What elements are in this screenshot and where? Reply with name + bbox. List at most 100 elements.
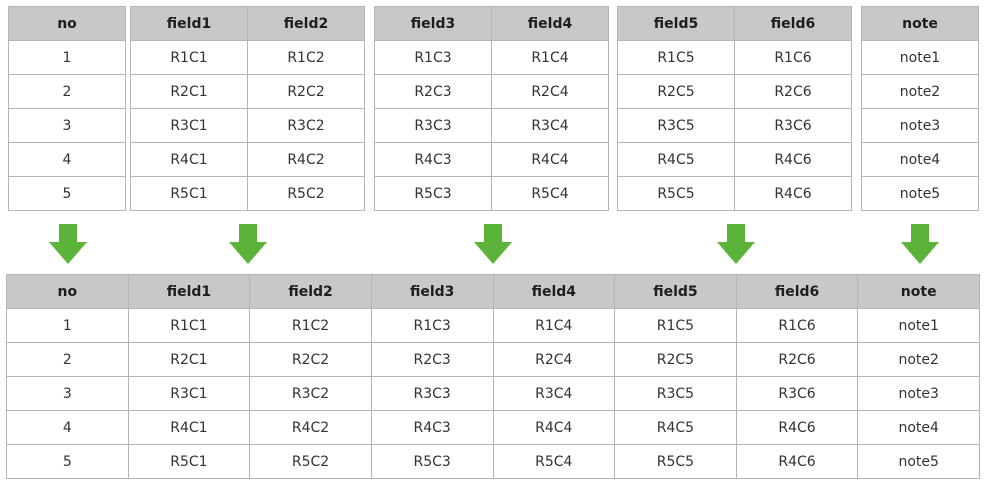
table-cell: R2C3 — [374, 74, 492, 109]
table-row: R4C3 R4C4 — [374, 142, 609, 177]
table-cell: R3C1 — [127, 376, 251, 411]
table-cell: 4 — [8, 142, 126, 177]
table-row: note1 — [861, 40, 979, 75]
column-header: field1 — [130, 6, 248, 41]
table-cell: R4C6 — [735, 410, 859, 445]
table-row: 5 R5C1 R5C2 R5C3 R5C4 R5C5 R4C6 note5 — [6, 444, 980, 479]
table-cell: 4 — [6, 410, 129, 445]
column-header: field4 — [491, 6, 609, 41]
table-cell: R4C1 — [127, 410, 251, 445]
down-arrow-icon — [901, 224, 939, 264]
table-cell: R1C1 — [127, 308, 251, 343]
table-cell: R5C5 — [614, 444, 737, 479]
table-cell: R4C3 — [370, 410, 494, 445]
table-row: R5C1 R5C2 — [130, 176, 365, 211]
table-cell: R3C4 — [492, 376, 616, 411]
table-row: R1C5 R1C6 — [617, 40, 852, 75]
table-cell: note5 — [861, 176, 979, 211]
table-cell: note4 — [861, 142, 979, 177]
table-cell: R5C2 — [249, 444, 372, 479]
table-cell: R1C2 — [247, 40, 365, 75]
source-table-note: note note1 note2 note3 note4 note5 — [861, 6, 979, 211]
table-cell: R5C1 — [130, 176, 248, 211]
column-header: field6 — [734, 6, 852, 41]
table-row: 2 — [8, 74, 126, 109]
table-cell: R1C3 — [370, 308, 494, 343]
table-cell: R2C6 — [735, 342, 859, 377]
table-cell: R1C5 — [614, 308, 737, 343]
table-cell: R1C2 — [249, 308, 372, 343]
table-cell: R4C4 — [491, 142, 609, 177]
table-cell: R1C5 — [617, 40, 735, 75]
table-row: R5C3 R5C4 — [374, 176, 609, 211]
table-cell: R2C4 — [492, 342, 616, 377]
table-cell: 1 — [8, 40, 126, 75]
column-header: no — [8, 6, 126, 41]
table-cell: 5 — [6, 444, 129, 479]
table-row: R1C3 R1C4 — [374, 40, 609, 75]
table-row: 4 R4C1 R4C2 R4C3 R4C4 R4C5 R4C6 note4 — [6, 410, 980, 445]
source-table-field3-field4: field3 field4 R1C3 R1C4 R2C3 R2C4 R3C3 R3C4… — [374, 6, 609, 211]
table-row: R3C3 R3C4 — [374, 108, 609, 143]
table-cell: R1C3 — [374, 40, 492, 75]
table-cell: R5C4 — [492, 444, 616, 479]
column-header: no — [6, 274, 129, 309]
column-header: note — [857, 274, 980, 309]
table-row: R3C5 R3C6 — [617, 108, 852, 143]
table-cell: R3C3 — [374, 108, 492, 143]
down-arrow-icon — [717, 224, 755, 264]
table-cell: R2C2 — [247, 74, 365, 109]
table-cell: note5 — [857, 444, 980, 479]
column-header: note — [861, 6, 979, 41]
column-header: field5 — [617, 6, 735, 41]
table-row: R5C5 R4C6 — [617, 176, 852, 211]
table-cell: 2 — [6, 342, 129, 377]
table-cell: R5C3 — [374, 176, 492, 211]
table-cell: R4C2 — [249, 410, 372, 445]
table-cell: R3C2 — [247, 108, 365, 143]
table-cell: note2 — [857, 342, 980, 377]
table-cell: note2 — [861, 74, 979, 109]
table-cell: R4C1 — [130, 142, 248, 177]
table-row: R2C3 R2C4 — [374, 74, 609, 109]
table-cell: R2C5 — [614, 342, 737, 377]
table-cell: R5C5 — [617, 176, 735, 211]
table-cell: R5C4 — [491, 176, 609, 211]
table-cell: R2C1 — [127, 342, 251, 377]
table-cell: R3C2 — [249, 376, 372, 411]
table-cell: R4C6 — [734, 142, 852, 177]
table-row: R4C1 R4C2 — [130, 142, 365, 177]
table-row: R4C5 R4C6 — [617, 142, 852, 177]
table-row: R2C5 R2C6 — [617, 74, 852, 109]
table-cell: note3 — [861, 108, 979, 143]
table-cell: R2C1 — [130, 74, 248, 109]
table-cell: R3C6 — [734, 108, 852, 143]
table-cell: R1C4 — [491, 40, 609, 75]
table-row: R3C1 R3C2 — [130, 108, 365, 143]
table-row: note5 — [861, 176, 979, 211]
table-cell: R2C2 — [249, 342, 372, 377]
table-cell: 3 — [8, 108, 126, 143]
column-header: field6 — [735, 274, 859, 309]
down-arrow-icon — [229, 224, 267, 264]
column-header: field3 — [370, 274, 494, 309]
table-row: 3 — [8, 108, 126, 143]
table-cell: R5C1 — [127, 444, 251, 479]
down-arrow-icon — [49, 224, 87, 264]
table-cell: R5C2 — [247, 176, 365, 211]
table-cell: R2C6 — [734, 74, 852, 109]
table-cell: R1C6 — [734, 40, 852, 75]
table-cell: R2C5 — [617, 74, 735, 109]
table-row: 4 — [8, 142, 126, 177]
table-cell: R4C5 — [614, 410, 737, 445]
merged-table: no field1 field2 field3 field4 field5 fi… — [6, 274, 980, 479]
table-cell: R4C2 — [247, 142, 365, 177]
table-cell: R3C5 — [617, 108, 735, 143]
table-row: note3 — [861, 108, 979, 143]
table-cell: R2C3 — [370, 342, 494, 377]
table-cell: R4C6 — [735, 444, 859, 479]
source-table-field5-field6: field5 field6 R1C5 R1C6 R2C5 R2C6 R3C5 R3C6… — [617, 6, 852, 211]
table-cell: R3C1 — [130, 108, 248, 143]
table-row: note4 — [861, 142, 979, 177]
column-header: field2 — [247, 6, 365, 41]
